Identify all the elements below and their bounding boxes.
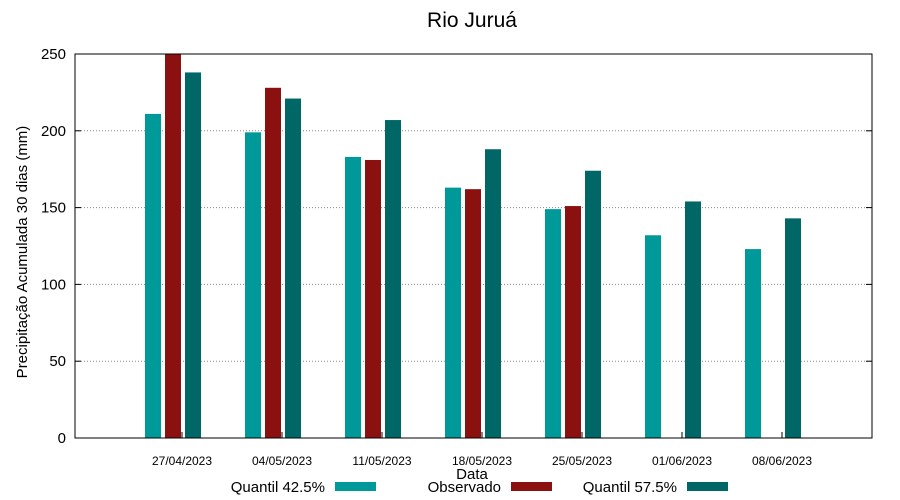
y-tick-label: 150 xyxy=(41,200,66,217)
x-tick-label: 25/05/2023 xyxy=(552,454,612,468)
y-axis-ticks: 0 50 100 150 200 250 xyxy=(41,46,872,447)
bar xyxy=(445,187,461,438)
bar xyxy=(745,249,761,438)
x-tick-label: 11/05/2023 xyxy=(352,454,411,468)
x-axis-label: Data xyxy=(456,466,488,483)
x-tick-label: 27/04/2023 xyxy=(152,454,212,468)
bar xyxy=(485,149,501,438)
y-axis-label: Precipitação Acumulada 30 dias (mm) xyxy=(14,126,31,379)
legend: Quantil 42.5% Observado Quantil 57.5% xyxy=(231,479,728,496)
bar xyxy=(345,156,361,439)
legend-label: Quantil 57.5% xyxy=(583,479,677,496)
grid-lines xyxy=(75,130,872,362)
bar xyxy=(265,87,281,439)
y-tick-label: 100 xyxy=(41,276,66,293)
bar xyxy=(145,113,161,439)
bar xyxy=(785,218,801,438)
bar xyxy=(185,72,201,438)
x-axis-ticks: 27/04/2023 04/05/2023 11/05/2023 18/05/2023… xyxy=(152,432,812,468)
legend-label: Observado xyxy=(428,479,501,496)
bar xyxy=(365,159,381,438)
bar xyxy=(545,209,561,438)
legend-swatch xyxy=(687,482,728,491)
bars xyxy=(145,54,801,439)
bar xyxy=(165,54,181,438)
y-tick-label: 200 xyxy=(41,123,66,140)
bar xyxy=(685,201,701,438)
bar xyxy=(465,189,481,438)
plot-frame xyxy=(74,53,873,439)
bar xyxy=(645,235,661,438)
y-tick-label: 0 xyxy=(58,430,66,447)
bar xyxy=(385,120,401,438)
y-tick-label: 250 xyxy=(41,46,66,63)
bar xyxy=(245,132,261,438)
legend-label: Quantil 42.5% xyxy=(231,479,325,496)
legend-swatch xyxy=(335,482,376,491)
legend-swatch xyxy=(511,482,552,491)
chart-title: Rio Juruá xyxy=(427,9,517,32)
x-tick-label: 04/05/2023 xyxy=(252,454,312,468)
bar xyxy=(565,206,581,438)
bar xyxy=(285,98,301,438)
bar xyxy=(585,170,601,438)
x-tick-label: 01/06/2023 xyxy=(652,454,712,468)
x-tick-label: 08/06/2023 xyxy=(752,454,812,468)
x-tick-label: 18/05/2023 xyxy=(452,454,512,468)
y-tick-label: 50 xyxy=(49,353,66,370)
